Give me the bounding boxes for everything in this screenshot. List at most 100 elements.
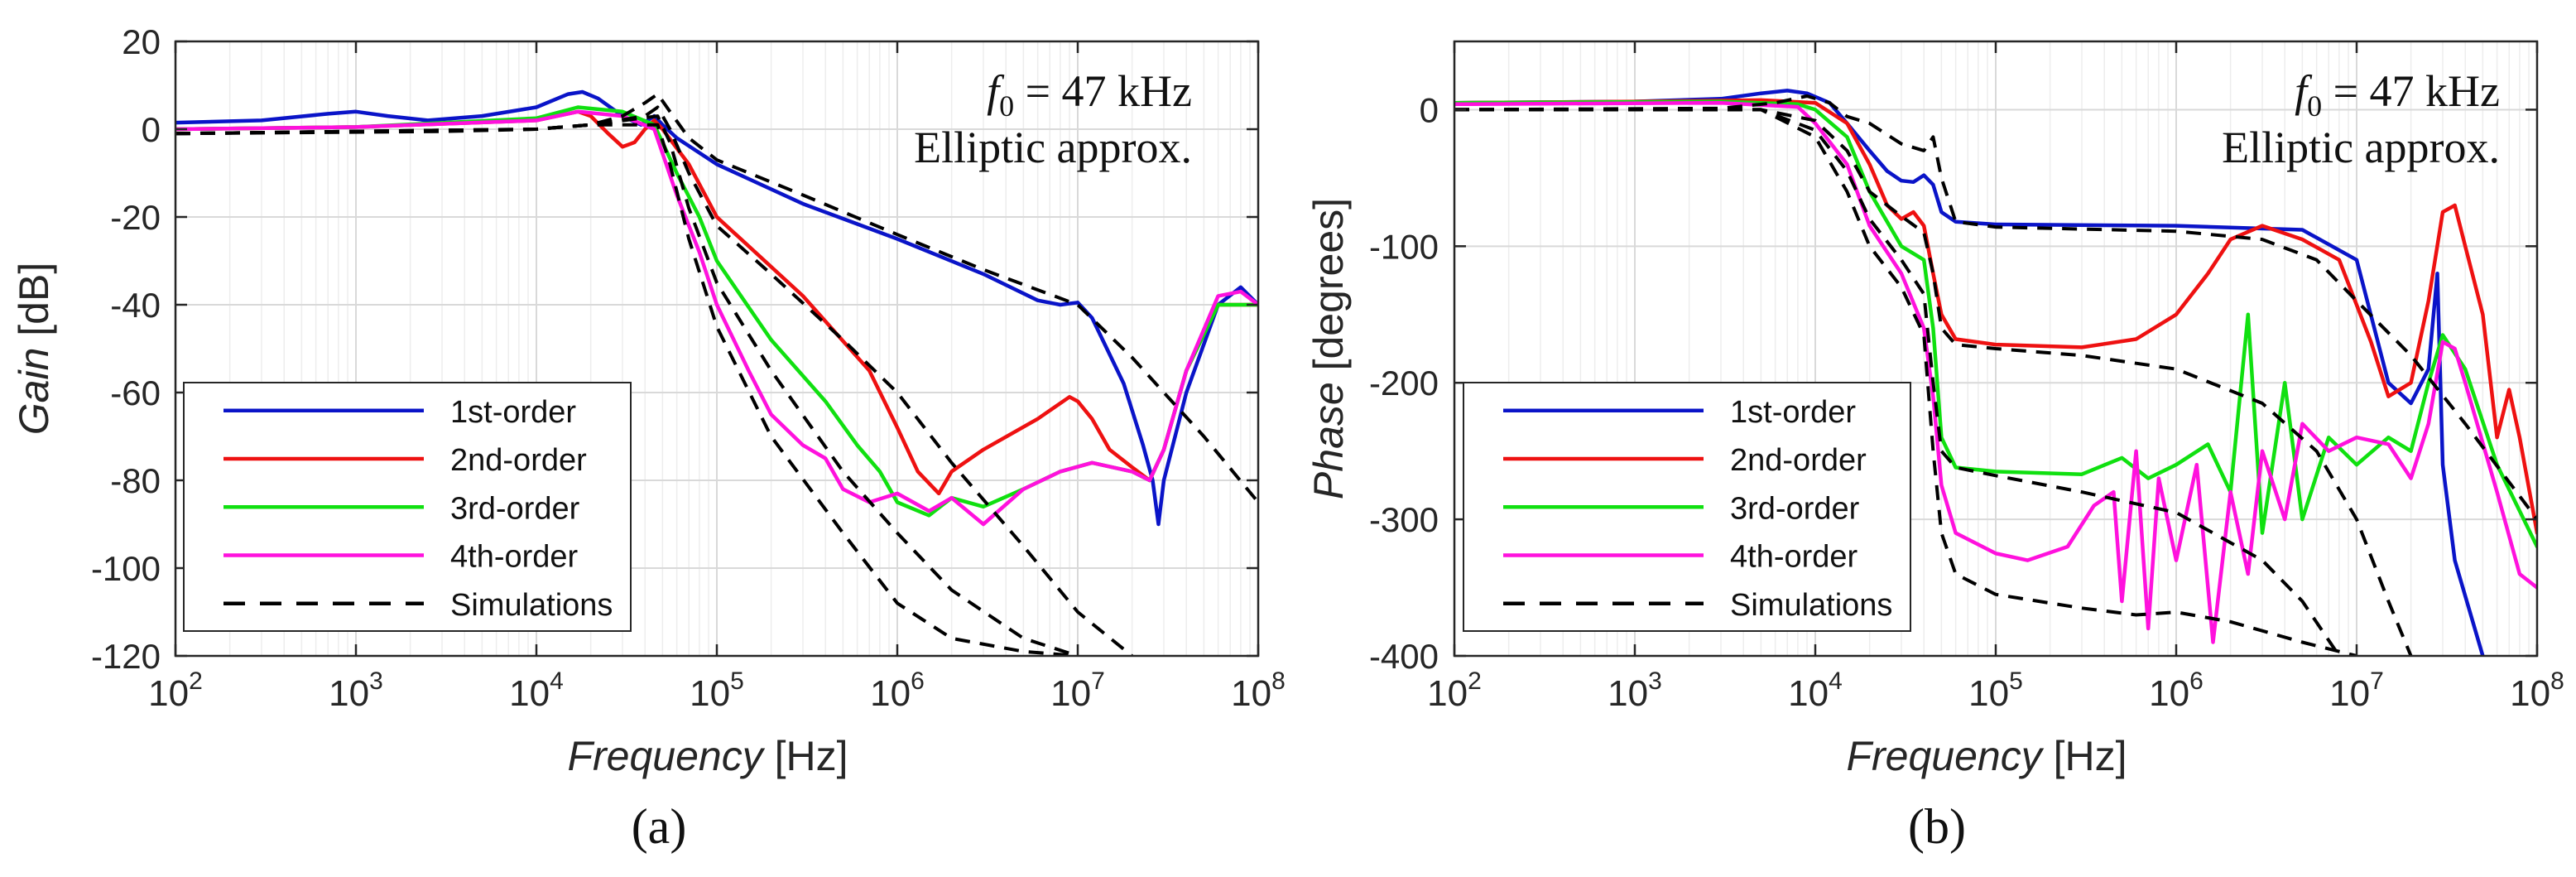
x-tick-label: 104 <box>509 667 564 714</box>
y-axis-label-italic: Phase <box>1305 382 1352 499</box>
y-tick-label: -400 <box>1369 637 1439 676</box>
x-tick-label-exponent: 2 <box>1468 667 1482 695</box>
x-tick-label: 108 <box>1231 667 1286 714</box>
panel-caption: (b) <box>1908 799 1966 854</box>
x-tick-label-exponent: 5 <box>730 667 744 695</box>
x-tick-label: 102 <box>148 667 203 714</box>
y-axis-label-unit: [dB] <box>11 263 57 348</box>
x-axis-label: Frequency [Hz] <box>1846 733 2127 779</box>
series-line-2nd-order-1 <box>1454 98 2537 535</box>
x-tick-label: 102 <box>1427 667 1482 714</box>
x-tick-label-exponent: 8 <box>2550 667 2564 695</box>
legend-label: 1st-order <box>450 395 576 430</box>
y-tick-label: -100 <box>1369 227 1439 266</box>
x-tick-label: 108 <box>2510 667 2564 714</box>
series-line-1st-order-0 <box>175 89 1258 527</box>
series-line-simulations-4 <box>1454 94 2537 521</box>
x-tick-label-base: 10 <box>1968 673 2009 714</box>
legend-label: 3rd-order <box>1730 491 1860 526</box>
y-axis-label-italic: Gain <box>11 348 57 436</box>
series-group <box>1454 89 2537 656</box>
x-tick-label-exponent: 5 <box>2009 667 2023 695</box>
x-tick-label-base: 10 <box>1050 673 1091 714</box>
panel-a-gain-chart: 102 103 104 105 106 107 108200-20-40-60-80-100… <box>11 22 1286 854</box>
x-tick-label-base: 10 <box>148 673 189 714</box>
series-line-simulations-7 <box>1454 108 2357 656</box>
legend-label: 1st-order <box>1730 395 1856 430</box>
x-tick-label-exponent: 3 <box>369 667 383 695</box>
ticks: 102 103 104 105 106 107 108200-20-40-60-80-100… <box>91 22 1286 714</box>
x-tick-label: 104 <box>1788 667 1843 714</box>
x-tick-label: 107 <box>1050 667 1105 714</box>
f0-annotation: f0 = 47 kHz <box>2295 66 2500 123</box>
y-tick-label: -60 <box>110 373 161 412</box>
x-tick-label-base: 10 <box>1788 673 1829 714</box>
x-axis-label-unit: [Hz] <box>2042 733 2127 779</box>
y-tick-label: -20 <box>110 198 161 237</box>
x-tick-label-exponent: 7 <box>2370 667 2384 695</box>
x-tick-label-base: 10 <box>690 673 730 714</box>
y-axis-label-unit: [degrees] <box>1305 198 1352 382</box>
x-tick-label-exponent: 6 <box>911 667 925 695</box>
x-tick-label-base: 10 <box>509 673 550 714</box>
approx-annotation: Elliptic approx. <box>914 123 1192 172</box>
f0-annotation: f0 = 47 kHz <box>987 66 1192 123</box>
y-tick-label: -120 <box>91 637 161 676</box>
x-tick-label: 106 <box>870 667 925 714</box>
legend-label: 3rd-order <box>450 491 580 526</box>
x-tick-label-exponent: 3 <box>1648 667 1662 695</box>
f0-annotation-value: = 47 kHz <box>2322 66 2500 116</box>
legend-label: 4th-order <box>1730 540 1858 575</box>
series-line-simulations-6 <box>175 114 1079 656</box>
y-tick-label: -300 <box>1369 500 1439 539</box>
y-tick-label: -80 <box>110 461 161 500</box>
series-line-4th-order-3 <box>1454 100 2537 644</box>
x-axis-label: Frequency [Hz] <box>567 733 848 779</box>
f0-annotation-subscript: 0 <box>999 89 1014 123</box>
x-tick-label-base: 10 <box>1427 673 1468 714</box>
x-tick-label-base: 10 <box>329 673 369 714</box>
x-tick-label: 105 <box>1968 667 2023 714</box>
x-tick-label-base: 10 <box>870 673 911 714</box>
x-axis-label-italic: Frequency <box>567 733 765 779</box>
x-tick-label: 106 <box>2149 667 2204 714</box>
x-tick-label-exponent: 8 <box>1271 667 1286 695</box>
x-tick-label: 107 <box>2329 667 2384 714</box>
series-group <box>175 89 1258 656</box>
x-tick-label-base: 10 <box>2510 673 2550 714</box>
panel-b-phase-chart: 102 103 104 105 106 107 1080-100-200-300-400Fr… <box>1305 40 2564 854</box>
y-tick-label: 0 <box>1420 90 1439 129</box>
legend: 1st-order 2nd-order 3rd-order 4th-order Simu… <box>183 382 632 632</box>
x-tick-label-base: 10 <box>2329 673 2370 714</box>
legend-label: 2nd-order <box>450 443 587 478</box>
x-axis-label-italic: Frequency <box>1846 733 2044 779</box>
x-tick-label: 103 <box>329 667 383 714</box>
series-line-simulations-5 <box>1454 108 2413 656</box>
panel-caption: (a) <box>632 799 687 854</box>
x-tick-label: 105 <box>690 667 744 714</box>
approx-annotation: Elliptic approx. <box>2222 123 2500 172</box>
y-tick-label: -40 <box>110 286 161 325</box>
x-axis-label-unit: [Hz] <box>763 733 848 779</box>
y-tick-label: -100 <box>91 549 161 588</box>
series-line-2nd-order-1 <box>175 109 1258 496</box>
x-tick-label-exponent: 2 <box>189 667 203 695</box>
y-tick-label: 20 <box>122 22 161 61</box>
series-line-1st-order-0 <box>1454 89 2485 656</box>
x-tick-label-exponent: 7 <box>1091 667 1105 695</box>
x-tick-label-exponent: 4 <box>1829 667 1843 695</box>
legend-label: Simulations <box>450 588 613 623</box>
y-axis-label: Gain [dB] <box>11 263 57 435</box>
x-tick-label-base: 10 <box>1608 673 1648 714</box>
f0-annotation-subscript: 0 <box>2307 89 2322 123</box>
legend: 1st-order 2nd-order 3rd-order 4th-order Simu… <box>1463 382 1911 632</box>
y-axis-label: Phase [degrees] <box>1305 198 1352 499</box>
legend-label: 2nd-order <box>1730 443 1867 478</box>
x-tick-label-base: 10 <box>1231 673 1271 714</box>
y-tick-label: -200 <box>1369 364 1439 402</box>
x-tick-label-base: 10 <box>2149 673 2189 714</box>
f0-annotation-value: = 47 kHz <box>1014 66 1192 116</box>
y-tick-label: 0 <box>142 110 161 149</box>
